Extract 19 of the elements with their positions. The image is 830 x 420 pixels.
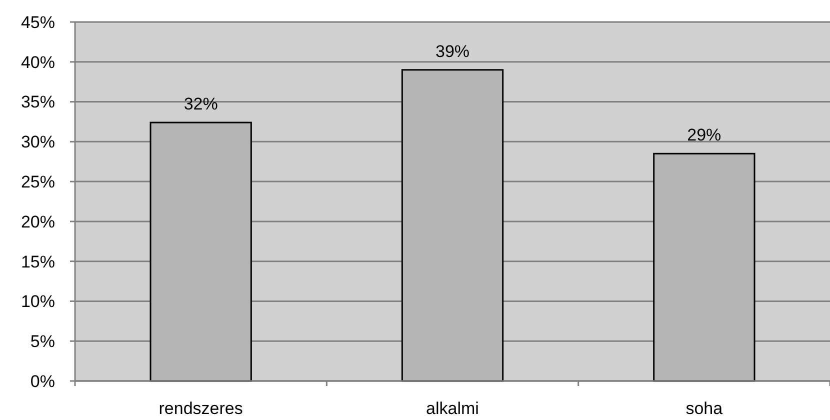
data-label: 29% [687, 126, 722, 145]
y-tick-label: 25% [20, 172, 55, 192]
y-tick-label: 10% [20, 292, 55, 312]
y-tick-label: 0% [30, 372, 55, 391]
y-tick-label: 30% [20, 132, 55, 152]
x-tick-label: rendszeres [158, 399, 243, 418]
y-tick-label: 5% [30, 332, 55, 352]
data-label: 39% [435, 42, 470, 61]
y-tick-label: 35% [20, 92, 55, 112]
bar [401, 69, 504, 382]
y-tick-label: 20% [20, 212, 55, 232]
y-tick-label: 15% [20, 252, 55, 272]
x-tick-label: alkalmi [426, 399, 479, 418]
bar [653, 152, 756, 382]
y-tick-label: 45% [20, 12, 55, 32]
data-label: 32% [184, 94, 218, 114]
bar [150, 122, 252, 382]
y-tick-label: 40% [20, 52, 55, 72]
x-tick-label: soha [686, 399, 724, 418]
